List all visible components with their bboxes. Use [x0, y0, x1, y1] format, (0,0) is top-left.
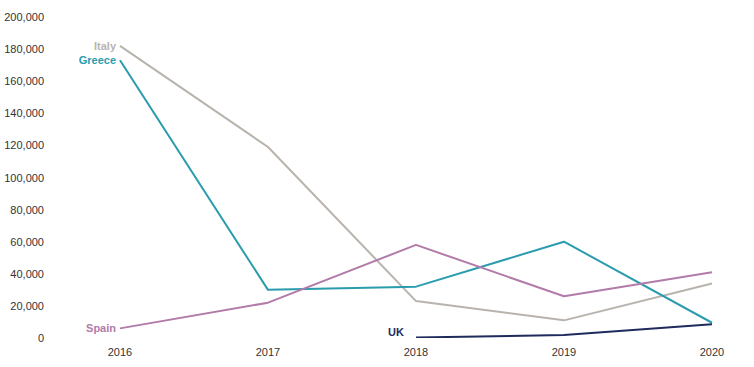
y-tick-label: 200,000 [4, 11, 44, 23]
x-tick-label: 2019 [552, 346, 576, 358]
y-tick-label: 120,000 [4, 139, 44, 151]
x-tick-label: 2018 [404, 346, 428, 358]
series-line [120, 245, 712, 328]
y-tick-label: 100,000 [4, 172, 44, 184]
series-line [120, 46, 712, 320]
series-line [120, 60, 712, 322]
y-tick-label: 40,000 [10, 268, 44, 280]
x-tick-label: 2017 [256, 346, 280, 358]
x-tick-label: 2020 [700, 346, 724, 358]
y-tick-label: 160,000 [4, 75, 44, 87]
series-label: Spain [86, 322, 116, 334]
y-tick-label: 20,000 [10, 300, 44, 312]
series-line [416, 324, 712, 337]
series-label: Greece [79, 54, 116, 66]
chart: 0 20,000 40,000 60,000 80,000 100,000 120,000 1… [0, 0, 754, 367]
y-tick-label: 180,000 [4, 43, 44, 55]
y-tick-label: 140,000 [4, 107, 44, 119]
series-label: Italy [94, 40, 117, 52]
y-tick-label: 60,000 [10, 236, 44, 248]
y-tick-label: 80,000 [10, 204, 44, 216]
y-tick-label: 0 [38, 332, 44, 344]
x-tick-label: 2016 [108, 346, 132, 358]
plot-area [120, 46, 712, 338]
series-label: UK [388, 326, 404, 338]
